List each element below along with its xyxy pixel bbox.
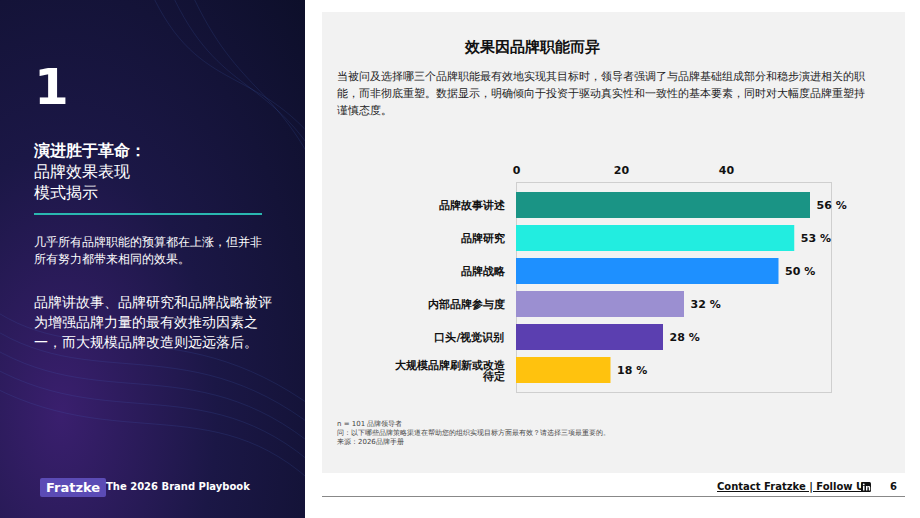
svg-text:20: 20 (614, 164, 630, 177)
html-text:6: 6 (890, 481, 897, 492)
html-text:演进胜于革命：: 演进胜于革命： (34, 141, 146, 160)
html-text:n = 101 品牌领导者: n = 101 品牌领导者 (337, 420, 403, 428)
html-text:当被问及选择哪三个品牌职能最有效地实现其目标时，领导者强调了: 当被问及选择哪三个品牌职能最有效地实现其目标时，领导者强调了与品牌基础组成部分和… (337, 70, 865, 117)
html-text:1: 1 (34, 58, 69, 116)
html-text:Fratzke The 2026 Brand Playboo: Fratzke The 2026 Brand Playbook (46, 480, 250, 495)
svg-text:品牌研究: 品牌研究 (461, 232, 505, 245)
html-text:模式揭示: 模式揭示 (34, 183, 98, 202)
svg-text:32 %: 32 % (691, 298, 721, 311)
svg-text:品牌战略: 品牌战略 (461, 265, 506, 278)
svg-text:50 %: 50 % (785, 265, 815, 278)
svg-text:品牌故事讲述: 品牌故事讲述 (439, 199, 506, 212)
html-text:几乎所有品牌职能的预算都在上涨，但并非所有努力都带来相同的效: 几乎所有品牌职能的预算都在上涨，但并非所有努力都带来相同的效果。 (34, 235, 262, 266)
svg-text:28 %: 28 % (670, 331, 700, 344)
svg-text:口头/视觉识别: 口头/视觉识别 (434, 331, 504, 344)
html-text:问：以下哪些品牌策略渠道在帮助您的组织实现目标方面最有效？请: 问：以下哪些品牌策略渠道在帮助您的组织实现目标方面最有效？请选择三项最重要的。 (337, 429, 610, 437)
svg-text:18 %: 18 % (617, 364, 647, 377)
html-text:Contact Fratzke | Follow Us: Contact Fratzke | Follow Us (717, 481, 871, 492)
svg-text:大规模品牌刷新或改造待定: 大规模品牌刷新或改造待定 (395, 359, 506, 383)
svg-text:内部品牌参与度: 内部品牌参与度 (428, 298, 505, 311)
svg-text:53 %: 53 % (801, 232, 831, 245)
html-text:来源：2026品牌手册: 来源：2026品牌手册 (337, 438, 404, 446)
html-text:品牌讲故事、品牌研究和品牌战略被评为增强品牌力量的最有效推动: 品牌讲故事、品牌研究和品牌战略被评为增强品牌力量的最有效推动因素之一，而大规模品… (34, 294, 272, 350)
html-text:效果因品牌职能而异: 效果因品牌职能而异 (464, 38, 600, 56)
svg-text:56 %: 56 % (817, 199, 847, 212)
svg-text:0: 0 (513, 164, 521, 177)
html-text:品牌效果表现: 品牌效果表现 (34, 162, 130, 181)
svg-text:40: 40 (719, 164, 735, 177)
